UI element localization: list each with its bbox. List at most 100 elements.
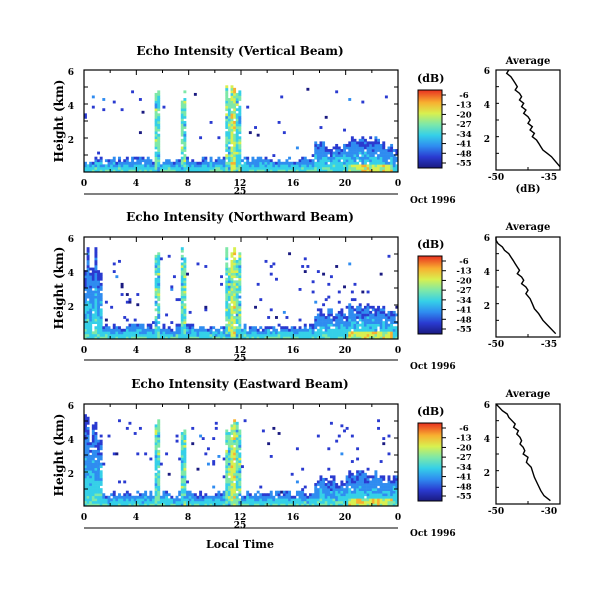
heatmap-cell <box>322 493 326 497</box>
heatmap-cell <box>154 143 158 147</box>
heatmap-cell <box>91 282 95 286</box>
heatmap-cell <box>89 490 93 494</box>
heatmap-cell <box>340 308 344 312</box>
heatmap-cell <box>225 285 229 289</box>
heatmap-cell <box>178 333 182 337</box>
heatmap-cell <box>337 503 341 507</box>
heatmap-cell <box>94 166 98 170</box>
heatmap-cell <box>149 493 153 497</box>
heatmap-cell <box>167 169 171 173</box>
heatmap-cell <box>374 323 378 327</box>
heatmap-cell <box>94 483 98 486</box>
heatmap-cell <box>175 331 179 335</box>
heatmap-cell <box>225 98 229 101</box>
heatmap-cell <box>319 331 323 335</box>
heatmap-cell <box>225 331 229 335</box>
heatmap-cell <box>316 480 320 484</box>
heatmap-cell <box>374 480 378 484</box>
heatmap-cell <box>243 503 247 507</box>
heatmap-cell <box>345 159 349 163</box>
heatmap-cell <box>183 442 187 446</box>
heatmap-cell <box>225 298 229 302</box>
heatmap-cell <box>340 164 344 168</box>
heatmap-cell <box>319 483 323 486</box>
heatmap-cell <box>97 164 100 168</box>
heatmap-cell <box>157 95 161 99</box>
heatmap-cell <box>118 164 121 168</box>
heatmap-cell <box>123 164 127 168</box>
heatmap-cell <box>86 270 90 273</box>
heatmap-cell <box>369 313 373 317</box>
heatmap-cell <box>89 285 93 289</box>
heatmap-cell <box>233 303 237 307</box>
heatmap-cell <box>91 470 95 474</box>
heatmap-cell <box>332 495 336 499</box>
heatmap-cell <box>183 169 187 173</box>
heatmap-cell <box>175 439 179 443</box>
heatmap-cell <box>251 336 255 340</box>
heatmap-cell <box>128 493 132 497</box>
heatmap-cell <box>361 470 365 474</box>
heatmap-cell <box>301 333 305 337</box>
heatmap-cell <box>358 143 362 147</box>
heatmap-cell <box>314 321 318 324</box>
heatmap-cell <box>280 169 284 173</box>
heatmap-cell <box>84 333 87 337</box>
heatmap-cell <box>238 265 242 268</box>
heatmap-cell <box>118 336 121 340</box>
heatmap-cell <box>118 495 121 499</box>
heatmap-cell <box>275 503 278 507</box>
heatmap-cell <box>206 336 210 340</box>
heatmap-cell <box>157 282 161 286</box>
heatmap-cell <box>154 136 158 140</box>
heatmap-cell <box>382 305 386 309</box>
heatmap-cell <box>183 333 187 337</box>
heatmap-cell <box>366 490 370 494</box>
heatmap-cell <box>133 169 137 173</box>
heatmap-cell <box>107 169 111 173</box>
heatmap-cell <box>149 495 153 499</box>
heatmap-cell <box>86 300 90 304</box>
heatmap-cell <box>86 439 90 443</box>
heatmap-cell <box>377 321 380 324</box>
heatmap-cell <box>172 164 176 168</box>
heatmap-cell <box>201 166 205 170</box>
heatmap-cell <box>141 166 145 170</box>
heatmap-cell <box>301 467 305 471</box>
heatmap-cell <box>361 138 365 142</box>
heatmap-cell <box>358 490 362 494</box>
heatmap-cell <box>356 161 360 165</box>
heatmap-cell <box>277 498 281 502</box>
heatmap-cell <box>395 490 399 494</box>
heatmap-cell <box>282 328 286 332</box>
heatmap-cell <box>180 113 184 117</box>
heatmap-cell <box>233 316 237 319</box>
heatmap-cell <box>235 285 239 289</box>
heatmap-cell <box>322 146 326 150</box>
heatmap-cell <box>157 151 161 155</box>
heatmap-cell <box>377 495 380 499</box>
heatmap-cell <box>358 318 362 322</box>
heatmap-cell <box>335 149 339 152</box>
heatmap-cell <box>319 475 323 479</box>
heatmap-cell <box>235 133 239 137</box>
heatmap-cell <box>178 166 182 170</box>
heatmap-cell <box>84 426 87 430</box>
heatmap-cell <box>298 166 302 170</box>
heatmap-cell <box>157 128 161 132</box>
heatmap-cell <box>267 164 271 168</box>
heatmap-cell <box>154 254 158 258</box>
heatmap-cell <box>366 485 370 489</box>
heatmap-cell <box>183 257 187 261</box>
heatmap-cell <box>220 500 223 504</box>
heatmap-cell <box>97 447 100 451</box>
colorbar-ticks: -6-13-20-27-34-41-48-55 <box>442 91 472 169</box>
heatmap-cell <box>261 503 265 507</box>
heatmap-cell <box>243 161 247 165</box>
heatmap-cell <box>269 272 273 276</box>
heatmap-cell <box>214 421 218 425</box>
heatmap-cell <box>343 161 346 165</box>
heatmap-cell <box>180 500 184 504</box>
heatmap-cell <box>233 419 237 423</box>
heatmap-cell <box>235 457 239 461</box>
